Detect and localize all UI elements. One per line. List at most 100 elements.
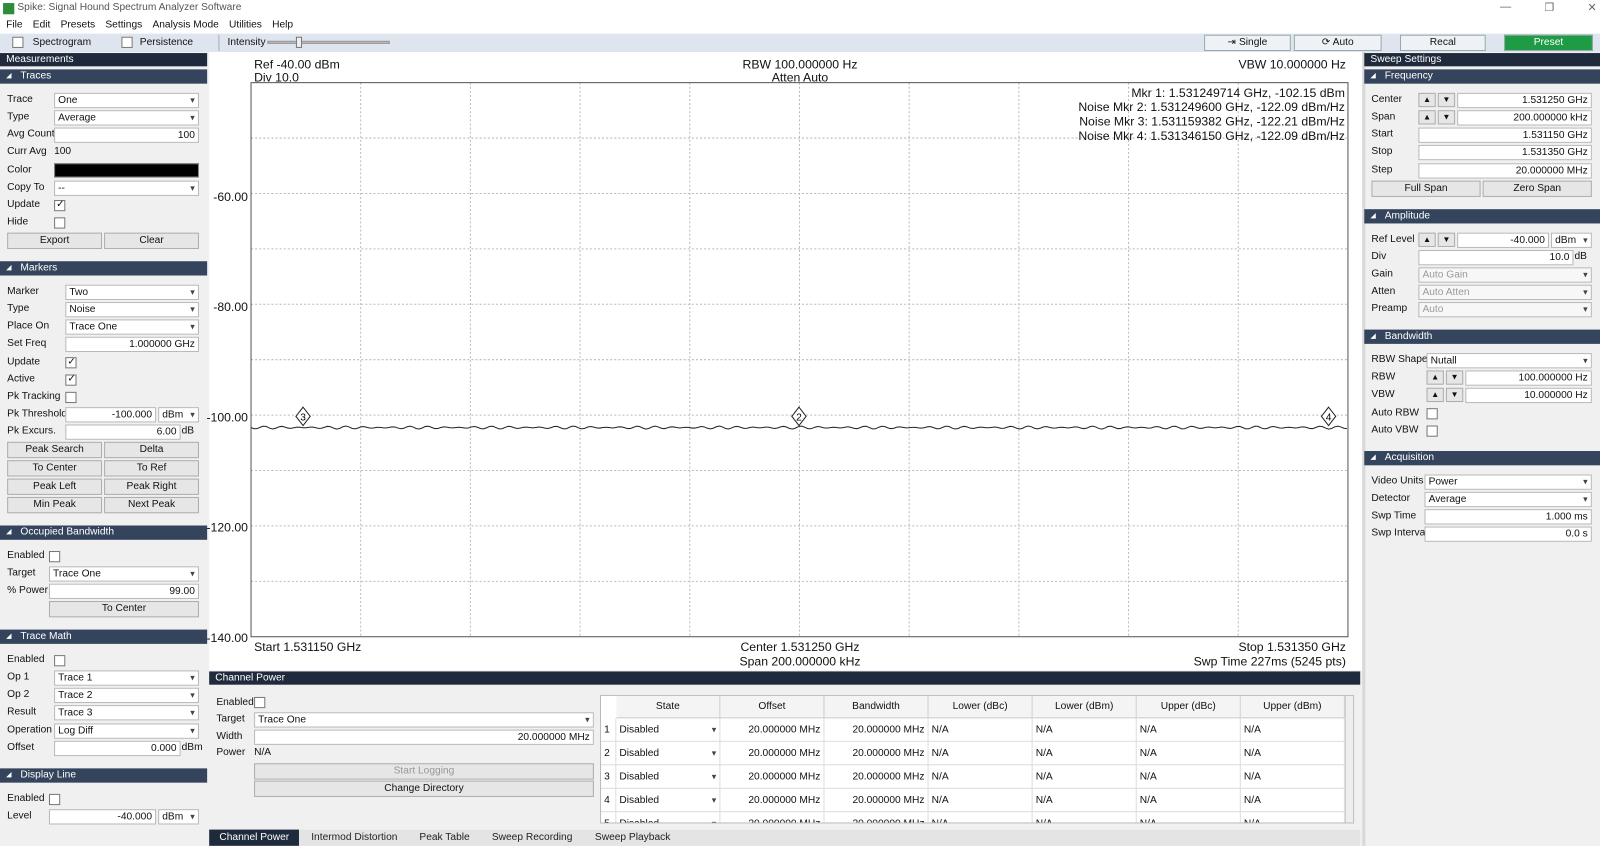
spin-down[interactable]: ▼ bbox=[1445, 388, 1464, 403]
dropdown[interactable]: Trace 3 bbox=[54, 705, 199, 721]
button[interactable]: To Center bbox=[7, 460, 103, 477]
spin-up[interactable]: ▲ bbox=[1426, 388, 1444, 403]
dropdown[interactable]: Log Diff bbox=[54, 723, 199, 739]
dropdown[interactable]: Trace One bbox=[48, 566, 199, 582]
slider-track[interactable] bbox=[267, 40, 390, 44]
spin-up[interactable]: ▲ bbox=[1418, 110, 1436, 125]
dropdown[interactable]: -- bbox=[54, 180, 199, 196]
button[interactable]: Clear bbox=[104, 232, 199, 249]
dropdown[interactable]: Nutall bbox=[1426, 353, 1592, 369]
text-input[interactable]: 6.00 bbox=[65, 424, 181, 440]
color-swatch[interactable] bbox=[54, 162, 199, 178]
spin-down[interactable]: ▼ bbox=[1437, 110, 1456, 125]
preset-button[interactable]: Preset bbox=[1504, 34, 1593, 52]
text-input[interactable]: 0.0 s bbox=[1424, 526, 1592, 542]
table-cell[interactable]: Disabled bbox=[616, 741, 721, 766]
text-input[interactable]: -100.000 bbox=[65, 407, 157, 423]
text-input[interactable]: 1.000 ms bbox=[1424, 509, 1592, 525]
dropdown[interactable]: Trace 2 bbox=[54, 688, 199, 704]
tab[interactable]: Sweep Recording bbox=[491, 831, 573, 843]
table-cell[interactable]: Disabled bbox=[616, 765, 721, 789]
text-input[interactable]: -40.000 bbox=[1457, 232, 1549, 248]
text-input[interactable]: 100 bbox=[54, 127, 199, 144]
checkbox[interactable] bbox=[254, 696, 266, 709]
text-input[interactable]: 1.531150 GHz bbox=[1418, 127, 1592, 144]
button[interactable]: Peak Right bbox=[104, 478, 199, 495]
dropdown[interactable]: One bbox=[54, 92, 199, 109]
checkbox[interactable] bbox=[65, 391, 77, 403]
button[interactable]: To Center bbox=[48, 600, 199, 618]
text-input[interactable]: 20.000000 MHz bbox=[1418, 162, 1592, 179]
checkbox[interactable] bbox=[48, 793, 61, 805]
dropdown[interactable]: Average bbox=[54, 110, 199, 126]
menu-item[interactable]: Analysis Mode bbox=[152, 19, 219, 31]
button[interactable]: Peak Left bbox=[7, 478, 103, 495]
table-cell[interactable]: Disabled bbox=[616, 718, 721, 742]
text-input[interactable]: 1.531250 GHz bbox=[1457, 92, 1592, 109]
checkbox[interactable] bbox=[121, 36, 133, 48]
scrollbar[interactable] bbox=[1344, 695, 1354, 823]
menu-item[interactable]: Edit bbox=[32, 19, 51, 31]
text-input[interactable]: 1.000000 GHz bbox=[65, 337, 199, 353]
text-input[interactable]: 99.00 bbox=[48, 583, 199, 600]
button[interactable]: Export bbox=[7, 232, 103, 249]
button[interactable]: Delta bbox=[104, 441, 199, 459]
close[interactable]: ✕ bbox=[1587, 2, 1597, 15]
unit-select[interactable]: dBm bbox=[1551, 232, 1592, 248]
button[interactable]: Next Peak bbox=[104, 496, 199, 514]
checkbox[interactable] bbox=[65, 373, 77, 386]
checkbox[interactable] bbox=[48, 550, 61, 562]
table-cell[interactable]: Disabled bbox=[616, 812, 721, 823]
unit-select[interactable]: dBm bbox=[158, 809, 199, 825]
menu-item[interactable]: Settings bbox=[105, 19, 143, 31]
tab[interactable]: Sweep Playback bbox=[594, 831, 671, 843]
text-input[interactable]: 10.0 bbox=[1418, 249, 1574, 265]
text-input[interactable]: 100.000000 Hz bbox=[1465, 370, 1592, 386]
dropdown[interactable]: Trace 1 bbox=[54, 670, 199, 686]
recal-button[interactable]: Recal bbox=[1399, 34, 1486, 52]
checkbox[interactable] bbox=[65, 356, 77, 368]
menu-item[interactable]: Utilities bbox=[229, 19, 262, 31]
slider-thumb[interactable] bbox=[295, 36, 303, 48]
tab[interactable]: Peak Table bbox=[419, 831, 470, 843]
checkbox[interactable] bbox=[54, 199, 66, 212]
button[interactable]: Full Span bbox=[1371, 180, 1481, 197]
minimize[interactable]: — bbox=[1499, 1, 1512, 14]
spin-up[interactable]: ▲ bbox=[1418, 92, 1436, 108]
spin-up[interactable]: ▲ bbox=[1426, 370, 1444, 385]
dropdown[interactable]: Average bbox=[1424, 491, 1592, 507]
table-cell[interactable]: Disabled bbox=[616, 788, 721, 813]
checkbox[interactable] bbox=[54, 217, 66, 229]
menu-item[interactable]: Presets bbox=[60, 19, 96, 31]
single-button[interactable]: ⇥ Single bbox=[1204, 34, 1291, 52]
maximize[interactable]: ❐ bbox=[1544, 2, 1555, 15]
checkbox[interactable] bbox=[12, 36, 24, 48]
dropdown[interactable]: Noise bbox=[65, 302, 199, 318]
dropdown[interactable]: Power bbox=[1424, 474, 1592, 490]
auto-button[interactable]: ⟳ Auto bbox=[1293, 34, 1382, 52]
window-controls[interactable]: — ❐ ✕ bbox=[1500, 1, 1597, 14]
menu-item[interactable]: Help bbox=[272, 19, 294, 31]
dropdown[interactable]: Trace One bbox=[254, 712, 594, 728]
checkbox[interactable] bbox=[1426, 407, 1438, 419]
button[interactable]: To Ref bbox=[104, 460, 199, 477]
text-input[interactable]: 200.000000 kHz bbox=[1457, 110, 1592, 126]
spin-up[interactable]: ▲ bbox=[1418, 232, 1436, 247]
text-input[interactable]: 1.531350 GHz bbox=[1418, 145, 1592, 161]
spin-down[interactable]: ▼ bbox=[1437, 232, 1456, 247]
button[interactable]: Peak Search bbox=[7, 441, 103, 459]
text-input[interactable]: -40.000 bbox=[48, 809, 157, 825]
tab[interactable]: Intermod Distortion bbox=[311, 831, 398, 843]
dropdown[interactable]: Trace One bbox=[65, 319, 199, 335]
checkbox[interactable] bbox=[1426, 425, 1438, 437]
text-input[interactable]: 0.000 bbox=[54, 740, 181, 756]
button[interactable]: Min Peak bbox=[7, 496, 103, 514]
change-directory-button[interactable]: Change Directory bbox=[254, 780, 594, 797]
text-input[interactable]: 10.000000 Hz bbox=[1465, 388, 1592, 404]
spin-down[interactable]: ▼ bbox=[1437, 92, 1456, 108]
spin-down[interactable]: ▼ bbox=[1445, 370, 1464, 385]
dropdown[interactable]: Two bbox=[65, 284, 199, 300]
tab[interactable]: Channel Power bbox=[209, 829, 300, 846]
menu-item[interactable]: File bbox=[6, 19, 23, 31]
checkbox[interactable] bbox=[54, 655, 66, 667]
